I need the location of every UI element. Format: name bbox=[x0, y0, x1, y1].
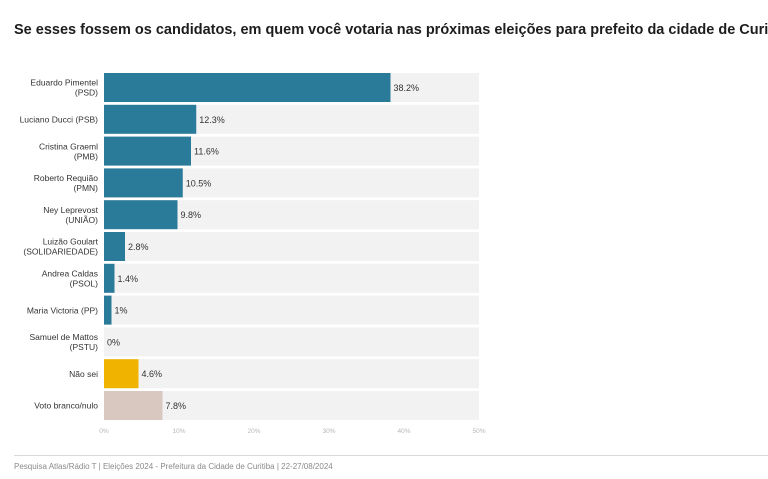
category-label: (SOLIDARIEDADE) bbox=[23, 247, 98, 257]
bar-value-label: 4.6% bbox=[142, 369, 163, 379]
category-label: Roberto Requião bbox=[34, 173, 99, 183]
category-label: Eduardo Pimentel bbox=[30, 78, 98, 88]
bar-track bbox=[104, 263, 479, 293]
bar bbox=[104, 168, 183, 198]
bar-track bbox=[104, 327, 479, 357]
category-label: (PSTU) bbox=[70, 342, 99, 352]
bar bbox=[104, 104, 197, 134]
category-label: Cristina Graeml bbox=[39, 141, 98, 151]
category-label: Não sei bbox=[69, 369, 98, 379]
bar bbox=[104, 136, 191, 166]
bar-track bbox=[104, 359, 479, 389]
x-tick-label: 10% bbox=[172, 428, 185, 435]
category-label: Voto branco/nulo bbox=[34, 401, 98, 411]
bar bbox=[104, 295, 112, 325]
chart-title: Se esses fossem os candidatos, em quem v… bbox=[14, 22, 768, 38]
bar bbox=[104, 359, 139, 389]
bar-value-label: 0% bbox=[107, 337, 120, 347]
bar-value-label: 12.3% bbox=[199, 115, 225, 125]
bar-value-label: 7.8% bbox=[166, 401, 187, 411]
bar-value-label: 2.8% bbox=[128, 242, 149, 252]
category-label: (PMB) bbox=[74, 151, 98, 161]
x-tick-label: 50% bbox=[472, 428, 485, 435]
x-tick-label: 40% bbox=[397, 428, 410, 435]
x-tick-label: 20% bbox=[247, 428, 260, 435]
bar-track bbox=[104, 391, 479, 420]
bar-value-label: 9.8% bbox=[181, 210, 202, 220]
bar bbox=[104, 263, 115, 293]
bar-value-label: 11.6% bbox=[194, 147, 219, 157]
footer-divider bbox=[14, 455, 768, 456]
bar-value-label: 1% bbox=[115, 306, 128, 316]
x-tick-label: 30% bbox=[322, 428, 335, 435]
bar-track bbox=[104, 295, 479, 325]
bar bbox=[104, 73, 391, 102]
bar-value-label: 1.4% bbox=[118, 274, 139, 284]
category-label: Luciano Ducci (PSB) bbox=[20, 115, 99, 125]
bar-value-label: 10.5% bbox=[186, 178, 212, 188]
category-label: Ney Leprevost bbox=[43, 205, 98, 215]
category-label: (UNIÃO) bbox=[65, 215, 98, 225]
category-label: Samuel de Mattos bbox=[29, 332, 98, 342]
source-footer: Pesquisa Atlas/Rádio T | Eleições 2024 -… bbox=[14, 462, 333, 471]
category-label: Andrea Caldas bbox=[42, 269, 98, 279]
category-label: (PSOL) bbox=[70, 279, 99, 289]
category-label: (PSD) bbox=[75, 88, 98, 98]
category-label: Luizão Goulart bbox=[43, 237, 99, 247]
bar bbox=[104, 232, 125, 261]
bar-value-label: 38.2% bbox=[394, 83, 420, 93]
bar-track bbox=[104, 232, 479, 261]
category-label: Maria Victoria (PP) bbox=[27, 305, 98, 315]
x-tick-label: 0% bbox=[99, 428, 109, 435]
bar bbox=[104, 391, 163, 420]
bar bbox=[104, 200, 178, 230]
category-label: (PMN) bbox=[73, 183, 98, 193]
